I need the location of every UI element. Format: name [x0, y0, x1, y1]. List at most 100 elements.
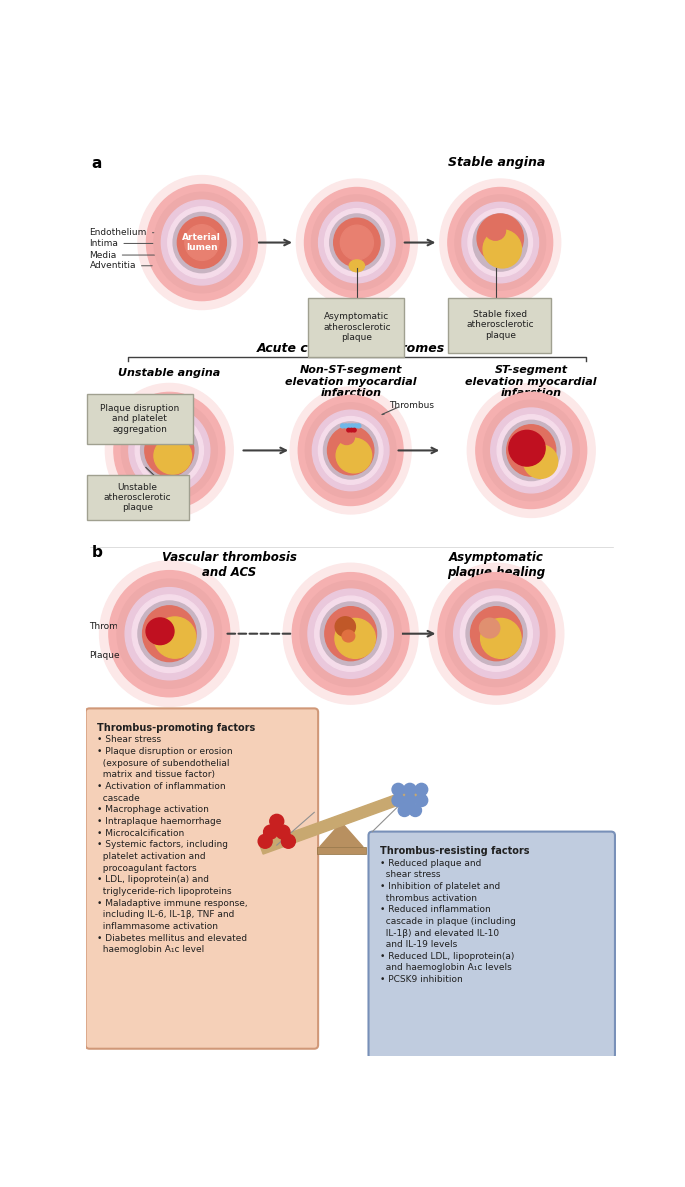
Ellipse shape — [105, 383, 234, 518]
Ellipse shape — [168, 207, 236, 278]
Ellipse shape — [138, 176, 266, 310]
Ellipse shape — [157, 430, 173, 444]
Ellipse shape — [173, 212, 231, 273]
Ellipse shape — [154, 438, 192, 474]
Polygon shape — [260, 786, 423, 855]
Polygon shape — [320, 823, 363, 848]
Ellipse shape — [298, 395, 403, 506]
Ellipse shape — [290, 387, 411, 514]
Ellipse shape — [147, 184, 258, 300]
Text: • Reduced plaque and
  shear stress
• Inhibition of platelet and
  thrombus acti: • Reduced plaque and shear stress • Inhi… — [380, 858, 516, 984]
Circle shape — [161, 423, 166, 427]
Ellipse shape — [473, 214, 527, 271]
Circle shape — [282, 834, 295, 849]
Ellipse shape — [467, 383, 595, 518]
Ellipse shape — [292, 572, 409, 694]
FancyBboxPatch shape — [87, 394, 192, 444]
Ellipse shape — [138, 601, 201, 666]
Ellipse shape — [142, 605, 196, 661]
Ellipse shape — [125, 588, 214, 680]
Circle shape — [347, 429, 351, 432]
Text: Plaque disruption
and platelet
aggregation: Plaque disruption and platelet aggregati… — [100, 404, 179, 433]
Text: Acute coronary syndromes: Acute coronary syndromes — [257, 342, 445, 355]
Text: Adventitia: Adventitia — [90, 261, 152, 271]
Ellipse shape — [440, 179, 561, 306]
Circle shape — [415, 783, 427, 795]
Ellipse shape — [471, 607, 522, 661]
Ellipse shape — [349, 260, 364, 272]
Circle shape — [353, 429, 356, 432]
FancyBboxPatch shape — [369, 832, 615, 1059]
FancyBboxPatch shape — [316, 848, 366, 853]
Ellipse shape — [481, 618, 521, 659]
Ellipse shape — [154, 617, 196, 659]
Circle shape — [258, 834, 272, 849]
Ellipse shape — [336, 438, 372, 472]
Text: Stable angina: Stable angina — [448, 157, 545, 170]
FancyBboxPatch shape — [86, 709, 318, 1049]
Ellipse shape — [121, 400, 217, 501]
Ellipse shape — [135, 414, 203, 487]
Ellipse shape — [154, 192, 250, 293]
Ellipse shape — [305, 188, 409, 298]
Ellipse shape — [334, 218, 380, 267]
Circle shape — [175, 423, 179, 427]
Circle shape — [403, 783, 416, 795]
Ellipse shape — [162, 201, 242, 285]
Ellipse shape — [507, 425, 556, 476]
Ellipse shape — [117, 579, 222, 688]
Ellipse shape — [342, 630, 355, 642]
Ellipse shape — [300, 580, 401, 686]
Text: Unstable angina: Unstable angina — [119, 368, 221, 377]
Text: • Shear stress
• Plaque disruption or erosion
  (exposure of subendothelial
  ma: • Shear stress • Plaque disruption or er… — [97, 735, 248, 954]
Text: Unstable
atherosclerotic
plaque: Unstable atherosclerotic plaque — [103, 482, 171, 513]
Ellipse shape — [114, 393, 225, 508]
Text: Thrombus-resisting factors: Thrombus-resisting factors — [380, 846, 530, 856]
Ellipse shape — [321, 602, 381, 666]
Circle shape — [276, 825, 290, 839]
Ellipse shape — [523, 445, 558, 478]
Ellipse shape — [129, 408, 210, 493]
Text: Asymptomatic
atherosclerotic
plaque: Asymptomatic atherosclerotic plaque — [323, 312, 390, 342]
Ellipse shape — [335, 618, 375, 659]
Ellipse shape — [284, 564, 418, 704]
Circle shape — [392, 783, 404, 795]
Circle shape — [171, 423, 176, 427]
Circle shape — [415, 794, 427, 806]
Circle shape — [349, 429, 353, 432]
Ellipse shape — [476, 393, 586, 508]
Text: Thrombus: Thrombus — [349, 401, 434, 424]
Ellipse shape — [446, 580, 547, 686]
Circle shape — [350, 424, 354, 427]
Ellipse shape — [448, 188, 553, 298]
Ellipse shape — [453, 589, 539, 678]
Ellipse shape — [323, 421, 378, 480]
Ellipse shape — [297, 179, 417, 306]
Ellipse shape — [503, 420, 560, 481]
Ellipse shape — [109, 571, 229, 697]
Circle shape — [357, 424, 361, 427]
Text: b: b — [92, 545, 103, 560]
Ellipse shape — [140, 420, 198, 481]
Circle shape — [340, 424, 345, 427]
Circle shape — [403, 794, 416, 806]
Ellipse shape — [132, 595, 206, 673]
Ellipse shape — [479, 618, 500, 637]
Circle shape — [344, 424, 348, 427]
Ellipse shape — [455, 195, 545, 290]
Ellipse shape — [484, 400, 580, 501]
Circle shape — [158, 423, 162, 427]
Ellipse shape — [490, 408, 572, 493]
Ellipse shape — [462, 202, 538, 283]
Text: Asymptomatic
plaque healing: Asymptomatic plaque healing — [447, 551, 545, 579]
Ellipse shape — [468, 209, 532, 277]
Circle shape — [178, 423, 183, 427]
Circle shape — [164, 423, 169, 427]
Ellipse shape — [327, 426, 374, 475]
Text: Intima: Intima — [90, 239, 165, 248]
FancyBboxPatch shape — [87, 475, 188, 520]
Ellipse shape — [477, 214, 523, 262]
Text: Plaque: Plaque — [90, 648, 183, 660]
Ellipse shape — [308, 589, 393, 678]
Circle shape — [392, 794, 404, 806]
